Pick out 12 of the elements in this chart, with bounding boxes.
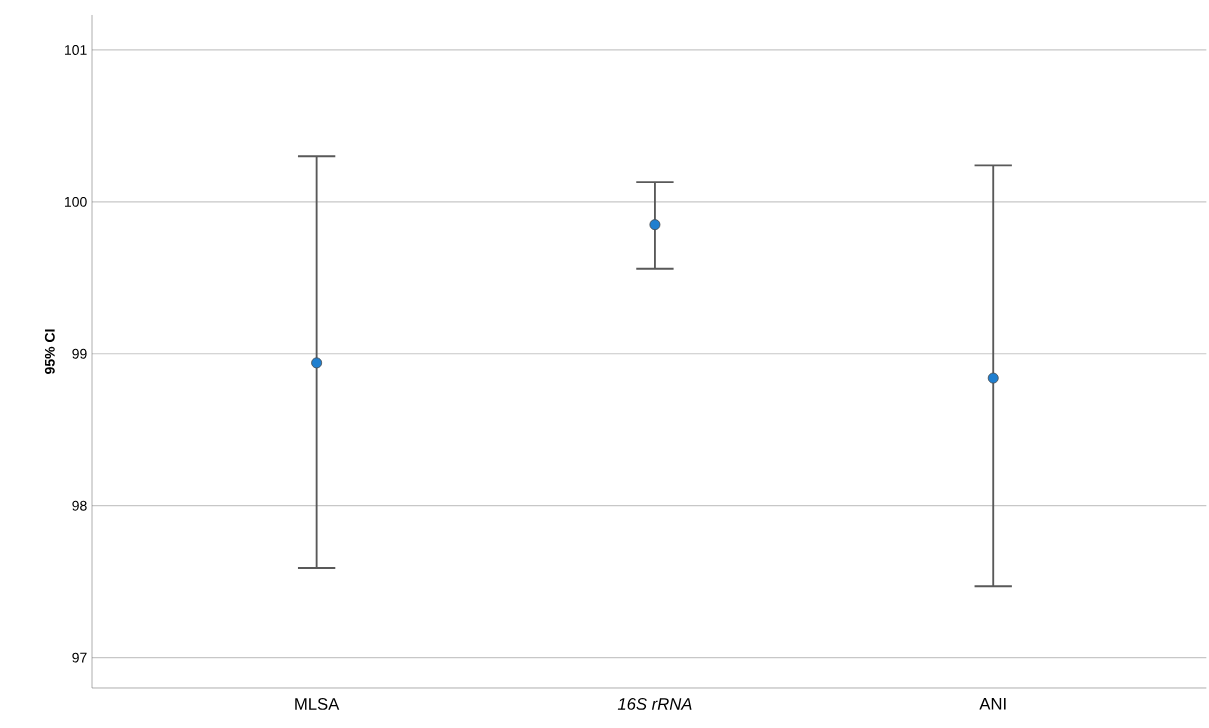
y-axis-title: 95% CI: [44, 329, 55, 374]
point: [311, 357, 323, 369]
point: [987, 372, 999, 384]
x-tick-label: ANI: [979, 698, 1006, 710]
x-tick-label: 16S rRNA: [617, 698, 692, 710]
point: [649, 219, 661, 231]
y-tick-label: 100: [65, 196, 87, 207]
y-tick-label: 97: [72, 652, 87, 663]
y-tick-label: 101: [65, 44, 87, 55]
x-tick-label: MLSA: [295, 698, 340, 710]
y-tick-label: 98: [72, 500, 87, 511]
y-tick-label: 99: [72, 348, 87, 359]
